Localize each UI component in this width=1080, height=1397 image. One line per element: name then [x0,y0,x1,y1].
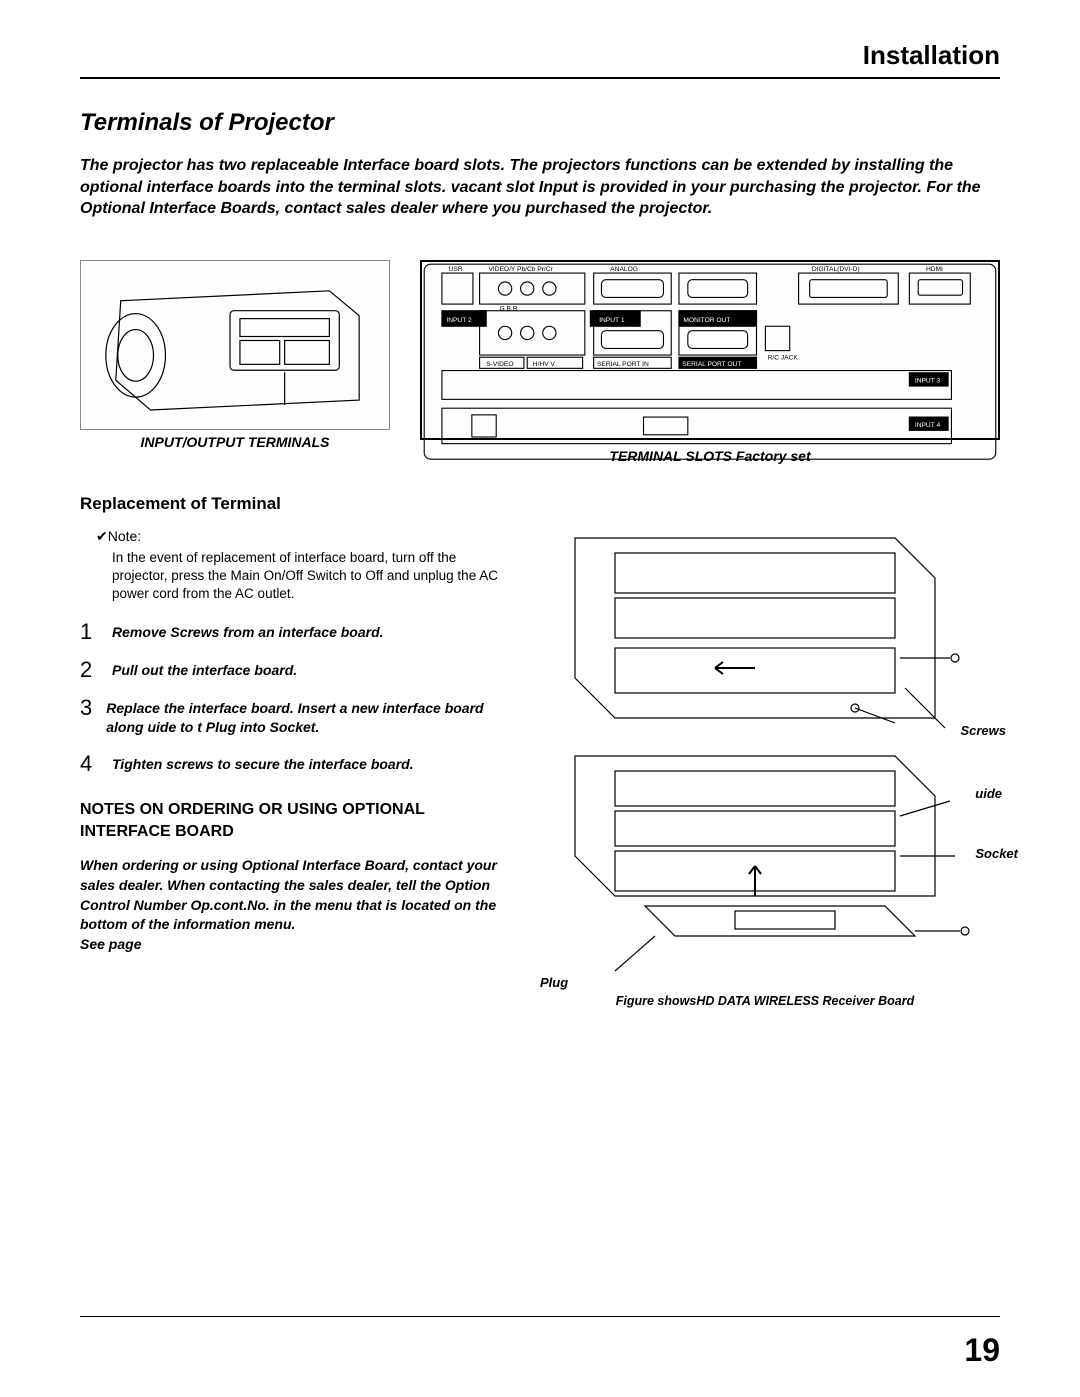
step-text: Pull out the interface board. [112,659,297,680]
callout-plug: Plug [540,975,568,990]
step-4: 4 Tighten screws to secure the interface… [80,753,500,775]
label-input4: INPUT 4 [915,422,941,429]
note-label: ✔Note: [96,528,500,545]
figures-row: INPUT/OUTPUT TERMINALS [80,260,1000,464]
two-column-area: ✔Note: In the event of replacement of in… [80,528,1000,1008]
figure-terminal-panel: USR VIDEO/Y Pb/Cb Pr/Cr ANALOG DIGITAL(D… [420,260,1000,464]
header-title: Installation [863,40,1000,70]
left-column: ✔Note: In the event of replacement of in… [80,528,500,1008]
intro-paragraph: The projector has two replaceable Interf… [80,155,1000,220]
label-digital: DIGITAL(DVI-D) [812,266,860,273]
step-2: 2 Pull out the interface board. [80,659,500,681]
figure-insert-board: uide Socket Plug [530,746,1000,986]
label-input1: INPUT 1 [599,317,625,324]
label-rc: R/C JACK [768,354,799,361]
label-input2: INPUT 2 [446,317,472,324]
step-number: 1 [80,621,98,643]
notes-ordering-body: When ordering or using Optional Interfac… [80,856,500,954]
label-analog: ANALOG [610,266,638,273]
page-number: 19 [964,1332,1000,1369]
figure-shows-bold: HD DATA WIRELESS Receiver Board [696,994,914,1008]
label-svideo: S-VIDEO [486,361,513,368]
step-3: 3 Replace the interface board. Insert a … [80,697,500,737]
label-input3: INPUT 3 [915,378,941,385]
manual-page: Installation Terminals of Projector The … [0,0,1080,1397]
figure-projector-caption: INPUT/OUTPUT TERMINALS [80,434,390,450]
figure-projector: INPUT/OUTPUT TERMINALS [80,260,390,464]
footer-rule [80,1316,1000,1317]
step-number: 2 [80,659,98,681]
figure-remove-board: Screws [530,528,1000,738]
step-number: 4 [80,753,98,775]
callout-socket: Socket [975,846,1018,861]
note-block: ✔Note: In the event of replacement of in… [96,528,500,604]
figure-shows-prefix: Figure shows [616,994,697,1008]
label-serialout: SERIAL PORT OUT [682,361,741,368]
step-text: Remove Screws from an interface board. [112,621,384,642]
callout-screws: Screws [960,723,1006,738]
callout-guide: uide [975,786,1002,801]
terminal-panel-illustration: USR VIDEO/Y Pb/Cb Pr/Cr ANALOG DIGITAL(D… [420,260,1000,440]
label-usr: USR [449,266,463,273]
replacement-heading: Replacement of Terminal [80,494,1000,514]
label-hdmi: HDMI [926,266,943,273]
projector-illustration [80,260,390,430]
label-serialin: SERIAL PORT IN [597,361,649,368]
notes-ordering-title: NOTES ON ORDERING OR USING OPTIONAL INTE… [80,799,500,842]
steps-list: 1 Remove Screws from an interface board.… [80,621,500,775]
step-text: Tighten screws to secure the interface b… [112,753,414,774]
header-bar: Installation [80,40,1000,79]
note-text: In the event of replacement of interface… [112,549,500,604]
label-video: VIDEO/Y Pb/Cb Pr/Cr [488,266,553,273]
step-1: 1 Remove Screws from an interface board. [80,621,500,643]
section-title: Terminals of Projector [80,109,1000,137]
label-hhv: H/HV V [533,361,556,368]
label-monitor: MONITOR OUT [683,317,730,324]
step-number: 3 [80,697,92,719]
figure-shows-caption: Figure showsHD DATA WIRELESS Receiver Bo… [530,994,1000,1008]
label-gbr: G B R [500,306,518,313]
step-text: Replace the interface board. Insert a ne… [106,697,500,737]
right-column: Screws [530,528,1000,1008]
